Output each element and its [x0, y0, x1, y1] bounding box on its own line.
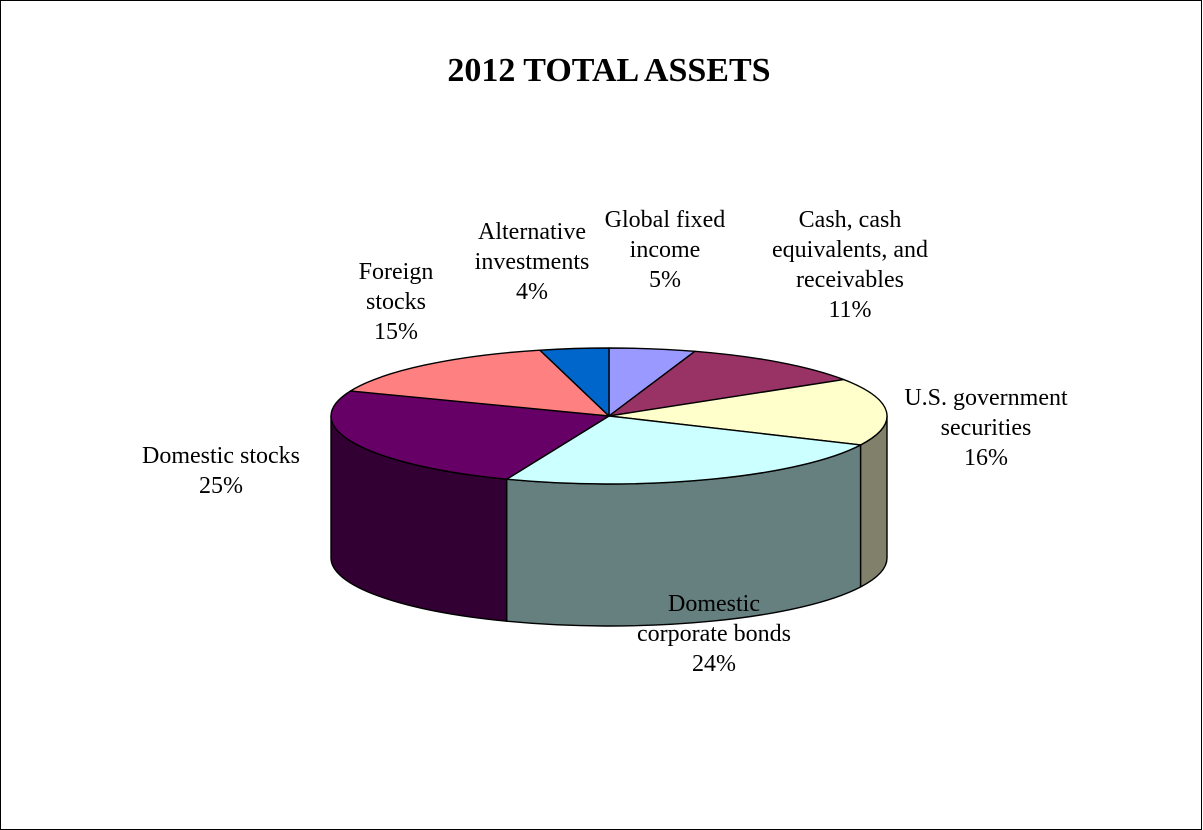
- data-label-line: 24%: [692, 651, 736, 677]
- data-label-foreign-stocks: Foreign stocks 15%: [359, 259, 434, 345]
- data-label-line: 15%: [374, 319, 418, 345]
- pie-slice-domestic-corporate-bonds: [505, 415, 862, 485]
- pie-sides: [330, 415, 888, 627]
- data-label-line: corporate bonds: [637, 621, 791, 647]
- pie-slice-domestic-stocks: [330, 390, 610, 480]
- data-label-line: 11%: [828, 297, 871, 323]
- data-label-line: 25%: [199, 473, 243, 499]
- data-label-line: Global fixed: [605, 207, 726, 233]
- data-label-line: receivables: [796, 267, 904, 293]
- pie-tops: [330, 347, 888, 485]
- data-label-alternative-investments: Alternative investments 4%: [475, 219, 590, 305]
- data-label-u-s-government-securities: U.S. government securities 16%: [904, 385, 1068, 471]
- data-label-line: 5%: [649, 267, 681, 293]
- data-label-line: U.S. government: [904, 385, 1068, 411]
- slice-labels: Global fixed income 5% Cash, cash equivalent…: [142, 207, 1068, 677]
- data-label-global-fixed-income: Global fixed income 5%: [605, 207, 726, 293]
- data-label-line: Domestic: [668, 591, 760, 617]
- data-label-line: income: [630, 237, 701, 263]
- data-label-line: Cash, cash: [799, 207, 902, 233]
- data-label-domestic-stocks: Domestic stocks 25%: [142, 443, 300, 499]
- data-label-line: equivalents, and: [772, 237, 928, 263]
- data-label-line: Foreign: [359, 259, 434, 285]
- pie-slice-cash-cash-equivalents-and-receivables: [608, 350, 845, 417]
- data-label-line: 4%: [516, 279, 548, 305]
- chart-title: 2012 TOTAL ASSETS: [447, 52, 770, 89]
- pie-slice-alternative-investments: [539, 347, 610, 417]
- data-label-line: 16%: [964, 445, 1008, 471]
- data-label-line: securities: [941, 415, 1032, 441]
- data-label-line: investments: [475, 249, 590, 275]
- data-label-line: Domestic stocks: [142, 443, 300, 469]
- data-label-line: Alternative: [478, 219, 586, 245]
- data-label-line: stocks: [366, 289, 426, 315]
- pie-slice-u-s-government-securities: [608, 378, 888, 446]
- data-label-cash-cash-equivalents-and-receivables: Cash, cash equivalents, and receivables 11%: [772, 207, 928, 323]
- pie-slice-foreign-stocks: [349, 349, 610, 417]
- data-label-domestic-corporate-bonds: Domestic corporate bonds 24%: [637, 591, 791, 677]
- pie-chart: 2012 TOTAL ASSETS Global fixed income 5% Ca…: [142, 52, 1068, 677]
